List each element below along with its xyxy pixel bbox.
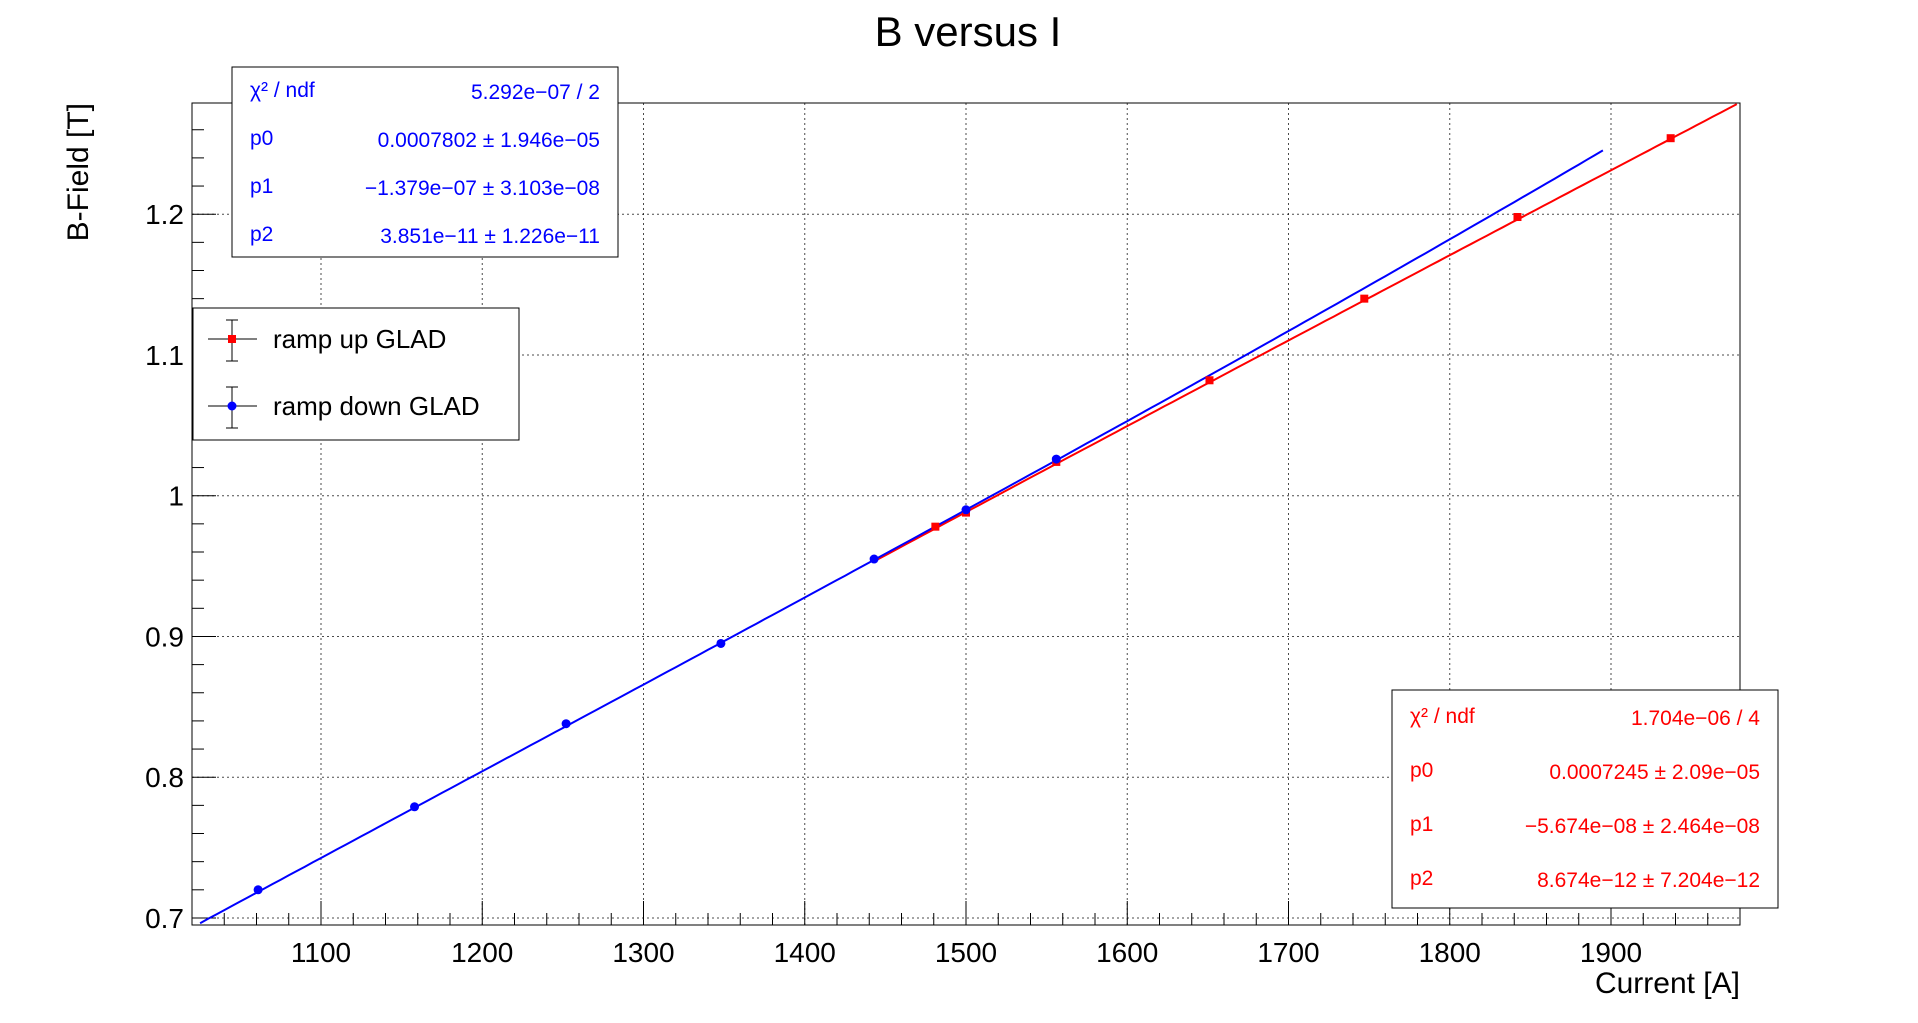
legend-frame (192, 307, 520, 441)
stats-label: p2 (250, 223, 273, 246)
legend-label: ramp up GLAD (273, 324, 446, 354)
data-point-ramp-up (931, 522, 940, 531)
y-tick-label: 1.2 (145, 199, 184, 230)
y-tick-label: 0.7 (145, 903, 184, 934)
stats-value: 0.0007802 ± 1.946e−05 (378, 129, 600, 152)
x-tick-label: 1100 (291, 937, 351, 968)
stats-value: 1.704e−06 / 4 (1631, 707, 1760, 730)
data-point-ramp-down (253, 885, 263, 895)
y-tick-label: 0.8 (145, 762, 184, 793)
stats-value: −1.379e−07 ± 3.103e−08 (365, 177, 600, 200)
stats-value: −5.674e−08 ± 2.464e−08 (1525, 815, 1760, 838)
data-point-ramp-up (1205, 376, 1214, 385)
x-tick-label: 1600 (1096, 937, 1158, 968)
y-axis-label: B-Field [T] (62, 103, 95, 241)
data-point-ramp-down (561, 719, 571, 729)
x-tick-label: 1200 (451, 937, 513, 968)
stats-value: 8.674e−12 ± 7.204e−12 (1537, 869, 1760, 892)
data-point-ramp-down (961, 505, 971, 515)
data-point-ramp-down (716, 638, 726, 648)
stats-value: 5.292e−07 / 2 (471, 81, 600, 104)
data-point-ramp-up (1666, 134, 1675, 143)
stats-label: p2 (1410, 867, 1433, 890)
stats-label: p1 (1410, 813, 1433, 836)
data-point-ramp-down (869, 554, 879, 564)
legend-marker-circle (227, 401, 237, 411)
y-tick-label: 0.9 (145, 621, 184, 652)
tick-labels: 1100 1200 1300 1400 1500 1600 1700 1800 1900 0.7 0… (145, 199, 1642, 968)
legend-label: ramp down GLAD (273, 391, 480, 421)
data-points (253, 134, 1675, 895)
stats-box-ramp-down: χ² / ndf 5.292e−07 / 2 p0 0.0007802 ± 1.… (231, 66, 619, 258)
x-tick-label: 1900 (1580, 937, 1642, 968)
x-tick-label: 1500 (935, 937, 997, 968)
fit-curve-ramp-down (199, 149, 1604, 925)
stats-box-frame (1391, 689, 1779, 909)
stats-box-ramp-up: χ² / ndf 1.704e−06 / 4 p0 0.0007245 ± 2.… (1391, 689, 1779, 909)
data-point-ramp-up (1513, 213, 1522, 222)
legend-marker-square (228, 335, 236, 343)
stats-value: 0.0007245 ± 2.09e−05 (1549, 761, 1760, 784)
x-tick-label: 1700 (1257, 937, 1319, 968)
stats-label: χ² / ndf (250, 79, 315, 102)
x-tick-label: 1300 (612, 937, 674, 968)
stats-label: χ² / ndf (1410, 705, 1475, 728)
data-point-ramp-down (410, 802, 420, 812)
y-tick-label: 1 (168, 481, 184, 512)
chart-title: B versus I (875, 8, 1062, 55)
legend-entry-ramp-up: ramp up GLAD (208, 319, 446, 362)
data-point-ramp-down (1051, 454, 1061, 464)
x-tick-label: 1800 (1419, 937, 1481, 968)
fit-curves (199, 103, 1738, 925)
stats-label: p0 (250, 127, 273, 150)
stats-label: p1 (250, 175, 273, 198)
y-tick-label: 1.1 (145, 340, 184, 371)
legend: ramp up GLAD ramp down GLAD (192, 307, 520, 441)
fit-curve-ramp-up (873, 103, 1738, 563)
data-point-ramp-up (1360, 294, 1369, 303)
stats-label: p0 (1410, 759, 1433, 782)
axis-ticks (191, 129, 1741, 925)
x-axis-label: Current [A] (1595, 967, 1740, 1000)
stats-box-frame (231, 66, 619, 258)
stats-value: 3.851e−11 ± 1.226e−11 (380, 225, 600, 248)
legend-entry-ramp-down: ramp down GLAD (208, 386, 480, 429)
x-tick-label: 1400 (774, 937, 836, 968)
